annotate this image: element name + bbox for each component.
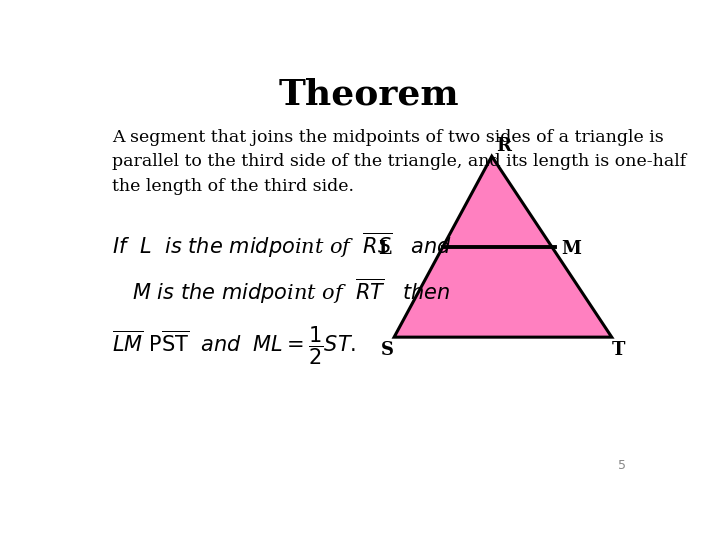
Text: 5: 5 xyxy=(618,460,626,472)
Text: L: L xyxy=(378,240,391,258)
Text: S: S xyxy=(382,341,395,359)
Polygon shape xyxy=(394,156,612,337)
Text: T: T xyxy=(612,341,625,359)
Text: R: R xyxy=(495,137,510,155)
Text: $\mathit{If\ \ L\ \ is\ the\ midpo}$int of  $\overline{RS}$   $\mathit{and}$: $\mathit{If\ \ L\ \ is\ the\ midpo}$int … xyxy=(112,231,452,260)
Text: $\mathit{M\ is\ the\ midpo}$int of  $\overline{RT}$   $\mathit{then}$: $\mathit{M\ is\ the\ midpo}$int of $\ove… xyxy=(132,277,451,306)
Text: M: M xyxy=(562,240,582,258)
Text: A segment that joins the midpoints of two sides of a triangle is
parallel to the: A segment that joins the midpoints of tw… xyxy=(112,129,687,194)
Text: Theorem: Theorem xyxy=(279,77,459,111)
Text: $\overline{LM}\ \mathrm{P}\overline{\mathrm{ST}}$  $\mathit{and}$  $\mathit{ML} : $\overline{LM}\ \mathrm{P}\overline{\mat… xyxy=(112,324,356,367)
